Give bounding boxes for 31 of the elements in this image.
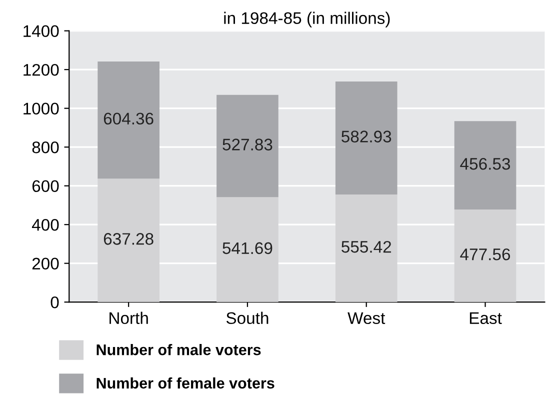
data-label: 456.53 [460, 158, 510, 170]
bar [454, 121, 516, 210]
x-tick-label: West [348, 312, 386, 324]
bar [335, 82, 398, 194]
x-tick-label: South [226, 312, 268, 324]
x-tick-label: North [110, 312, 148, 324]
bar [454, 210, 516, 302]
y-tick-label: 800 [32, 141, 59, 154]
chart-title: in 1984-85 (in millions) [224, 12, 390, 28]
legend-label: Number of male voters [96, 344, 261, 356]
legend-label: Number of female voters [96, 377, 274, 389]
data-label: 555.42 [342, 240, 392, 253]
y-tick-label: 0 [50, 296, 59, 308]
y-tick-label: 600 [32, 180, 59, 192]
y-tick-label: 400 [32, 218, 59, 231]
bar [335, 194, 398, 302]
data-label: 604.36 [104, 112, 154, 125]
bar [98, 178, 160, 302]
y-tick-label: 200 [32, 258, 59, 270]
data-label: 527.83 [222, 138, 272, 150]
data-label: 582.93 [342, 130, 392, 142]
data-label: 541.69 [222, 242, 272, 254]
data-label: 637.28 [104, 233, 154, 245]
data-label: 477.56 [460, 248, 510, 260]
bar [98, 62, 160, 179]
bar [216, 197, 278, 302]
bar [216, 94, 278, 198]
y-tick-label: 1000 [24, 102, 59, 115]
x-tick-label: East [470, 312, 502, 324]
y-tick-label: 1200 [24, 64, 59, 76]
y-tick-label: 1400 [24, 25, 59, 38]
